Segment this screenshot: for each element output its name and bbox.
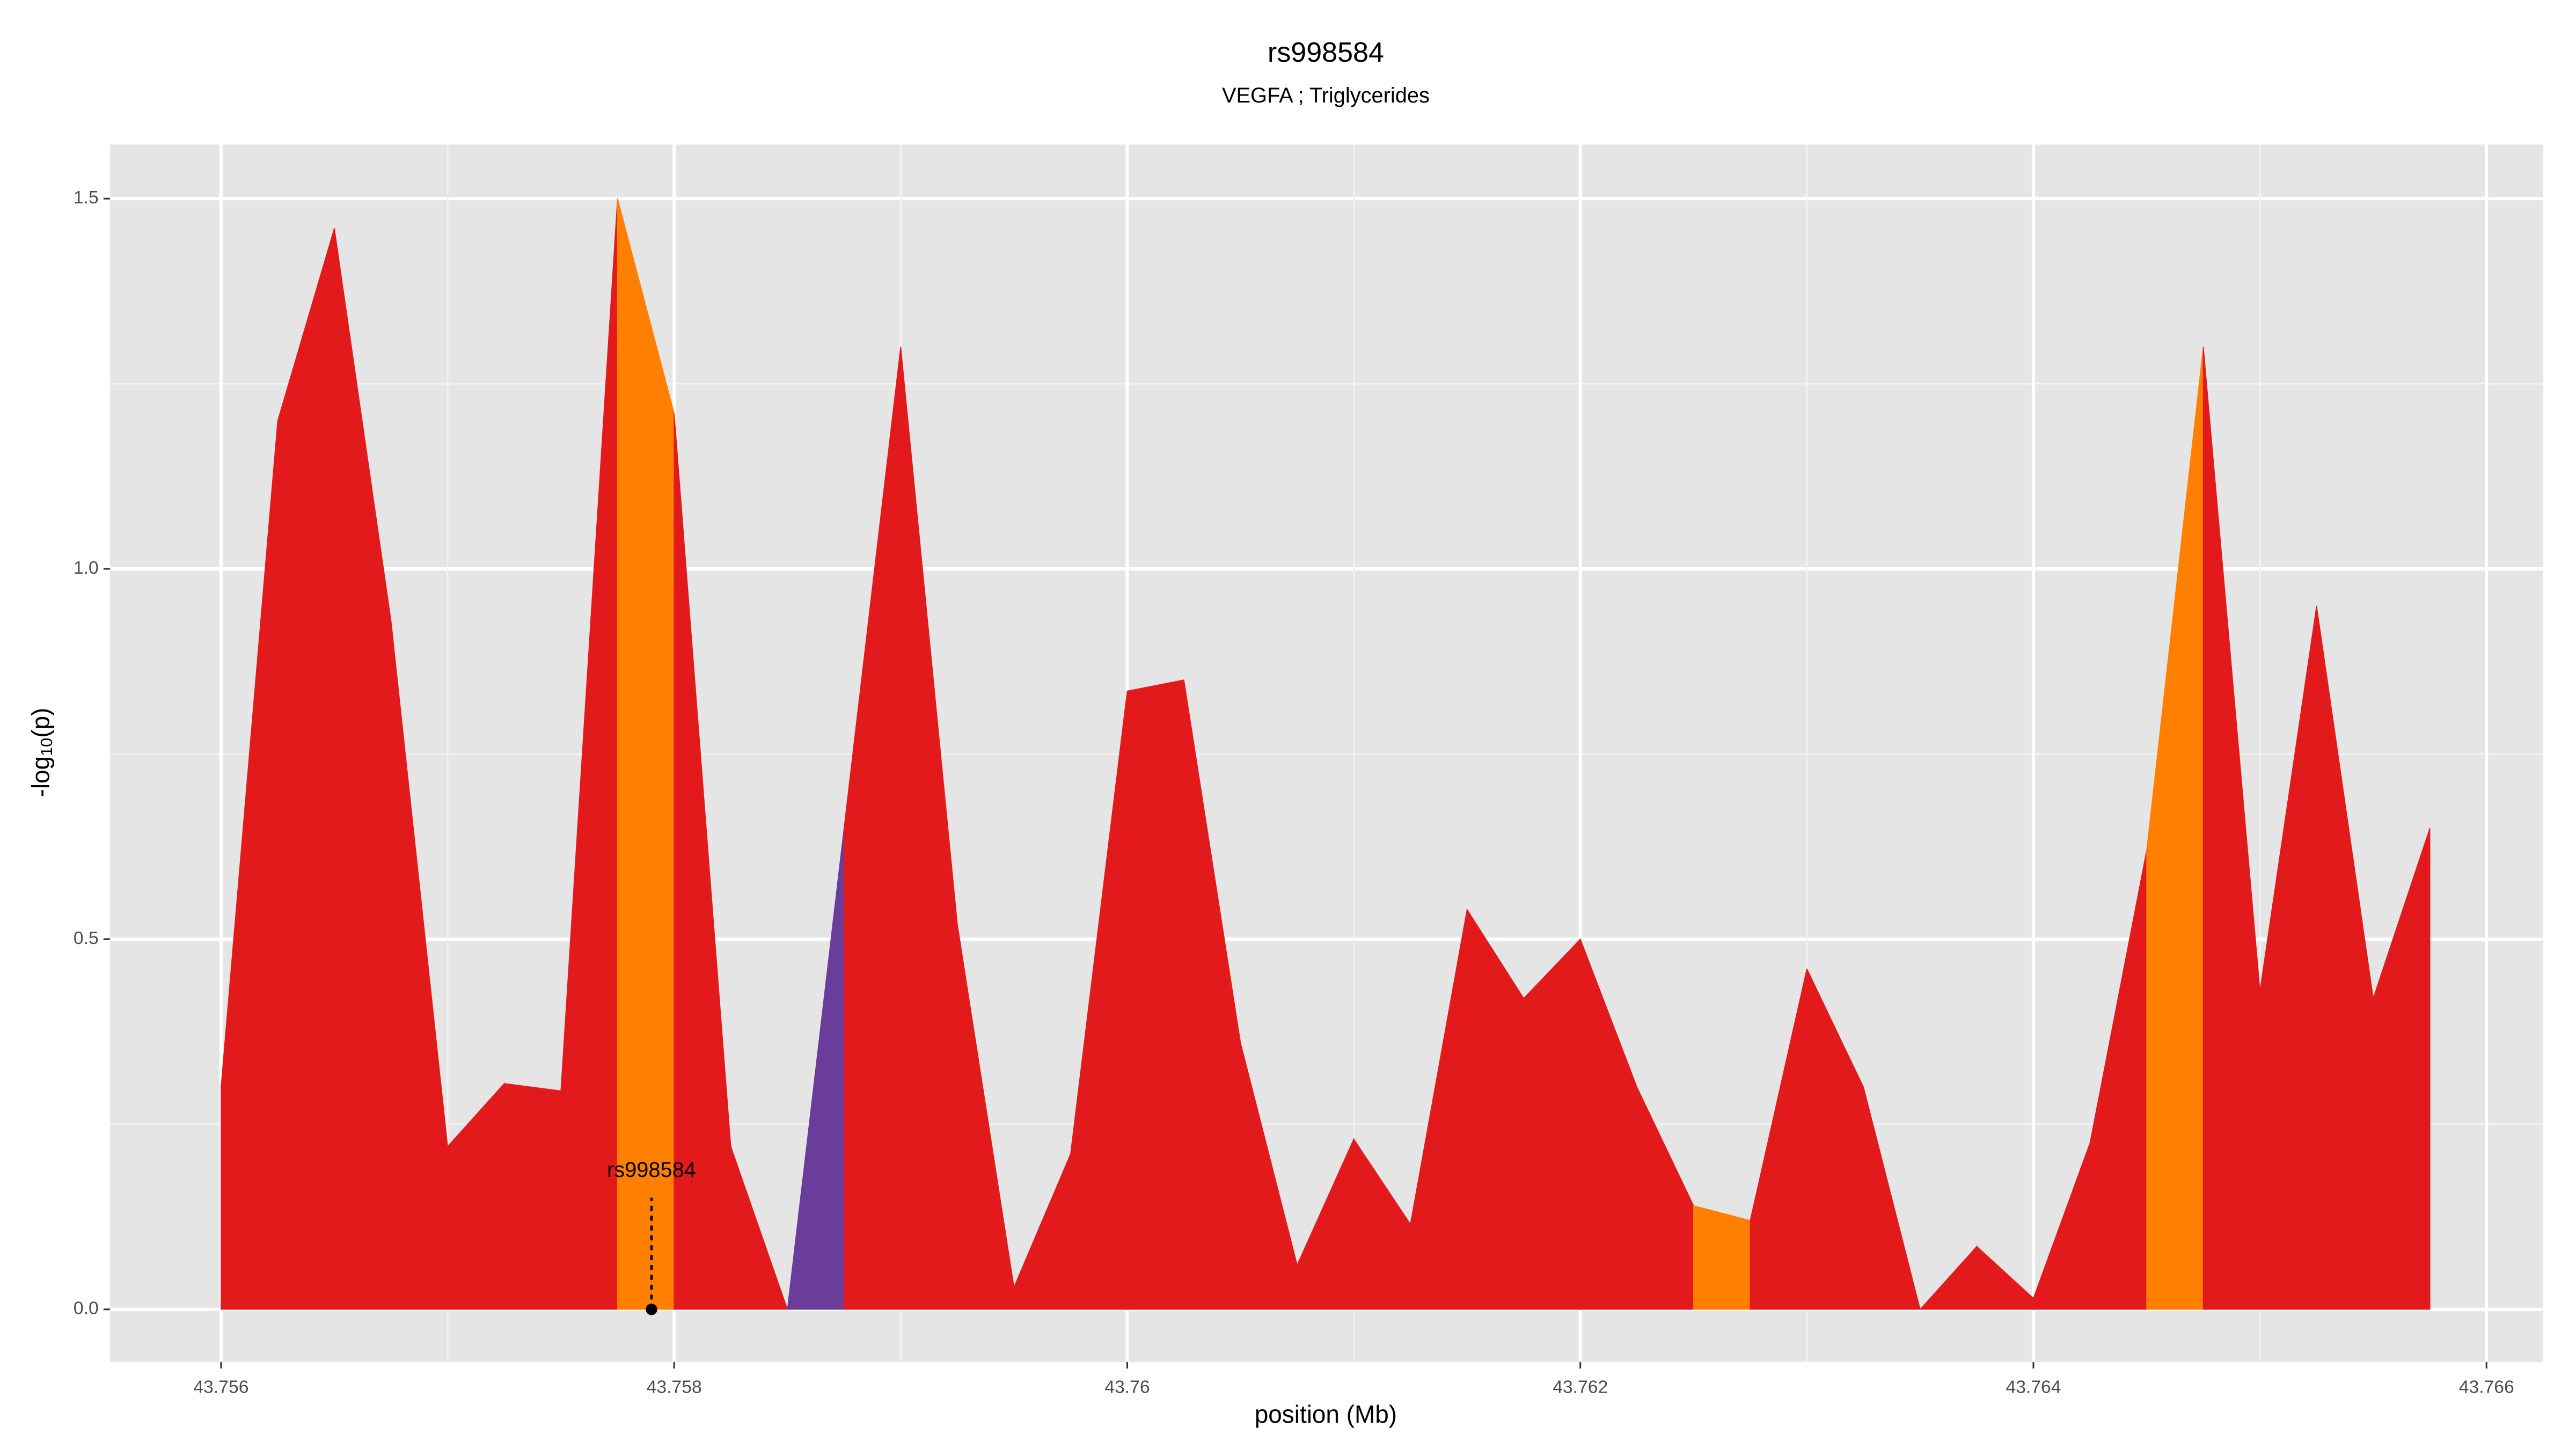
x-tick-label: 43.762 xyxy=(1553,1378,1608,1397)
chart-title: rs998584 xyxy=(1268,37,1384,68)
y-label-part: (p) xyxy=(27,708,55,738)
y-axis-label: -log10(p) xyxy=(27,708,56,797)
area-segment xyxy=(503,1083,561,1310)
y-label-part: -log xyxy=(27,756,55,797)
x-tick-label: 43.764 xyxy=(2006,1378,2061,1397)
axes: 0.0 0.5 1.0 1.5 43.756 43.758 43.76 43.762 43.76… xyxy=(74,188,2514,1397)
y-tick-label: 1.0 xyxy=(74,558,99,578)
area-segment xyxy=(1693,1205,1751,1310)
annotation-point xyxy=(646,1304,657,1315)
x-tick-label: 43.76 xyxy=(1104,1378,1150,1397)
x-tick-label: 43.766 xyxy=(2459,1378,2514,1397)
area-segment xyxy=(730,1146,788,1310)
y-tick-label: 1.5 xyxy=(74,188,99,208)
x-tick-label: 43.758 xyxy=(647,1378,702,1397)
y-tick-label: 0.5 xyxy=(74,928,99,948)
chart-subtitle: VEGFA ; Triglycerides xyxy=(1222,84,1430,107)
x-axis-label: position (Mb) xyxy=(1255,1400,1397,1428)
area-segment xyxy=(1126,679,1184,1310)
annotation-label: rs998584 xyxy=(607,1158,696,1182)
area: rs998584 xyxy=(221,198,2431,1315)
area-segment xyxy=(1523,938,1581,1310)
y-tick-label: 0.0 xyxy=(74,1299,99,1319)
x-tick-label: 43.756 xyxy=(193,1378,248,1397)
area-segment xyxy=(1863,1087,1921,1310)
area-segment xyxy=(2373,828,2431,1310)
y-label-subscript: 10 xyxy=(38,738,56,756)
